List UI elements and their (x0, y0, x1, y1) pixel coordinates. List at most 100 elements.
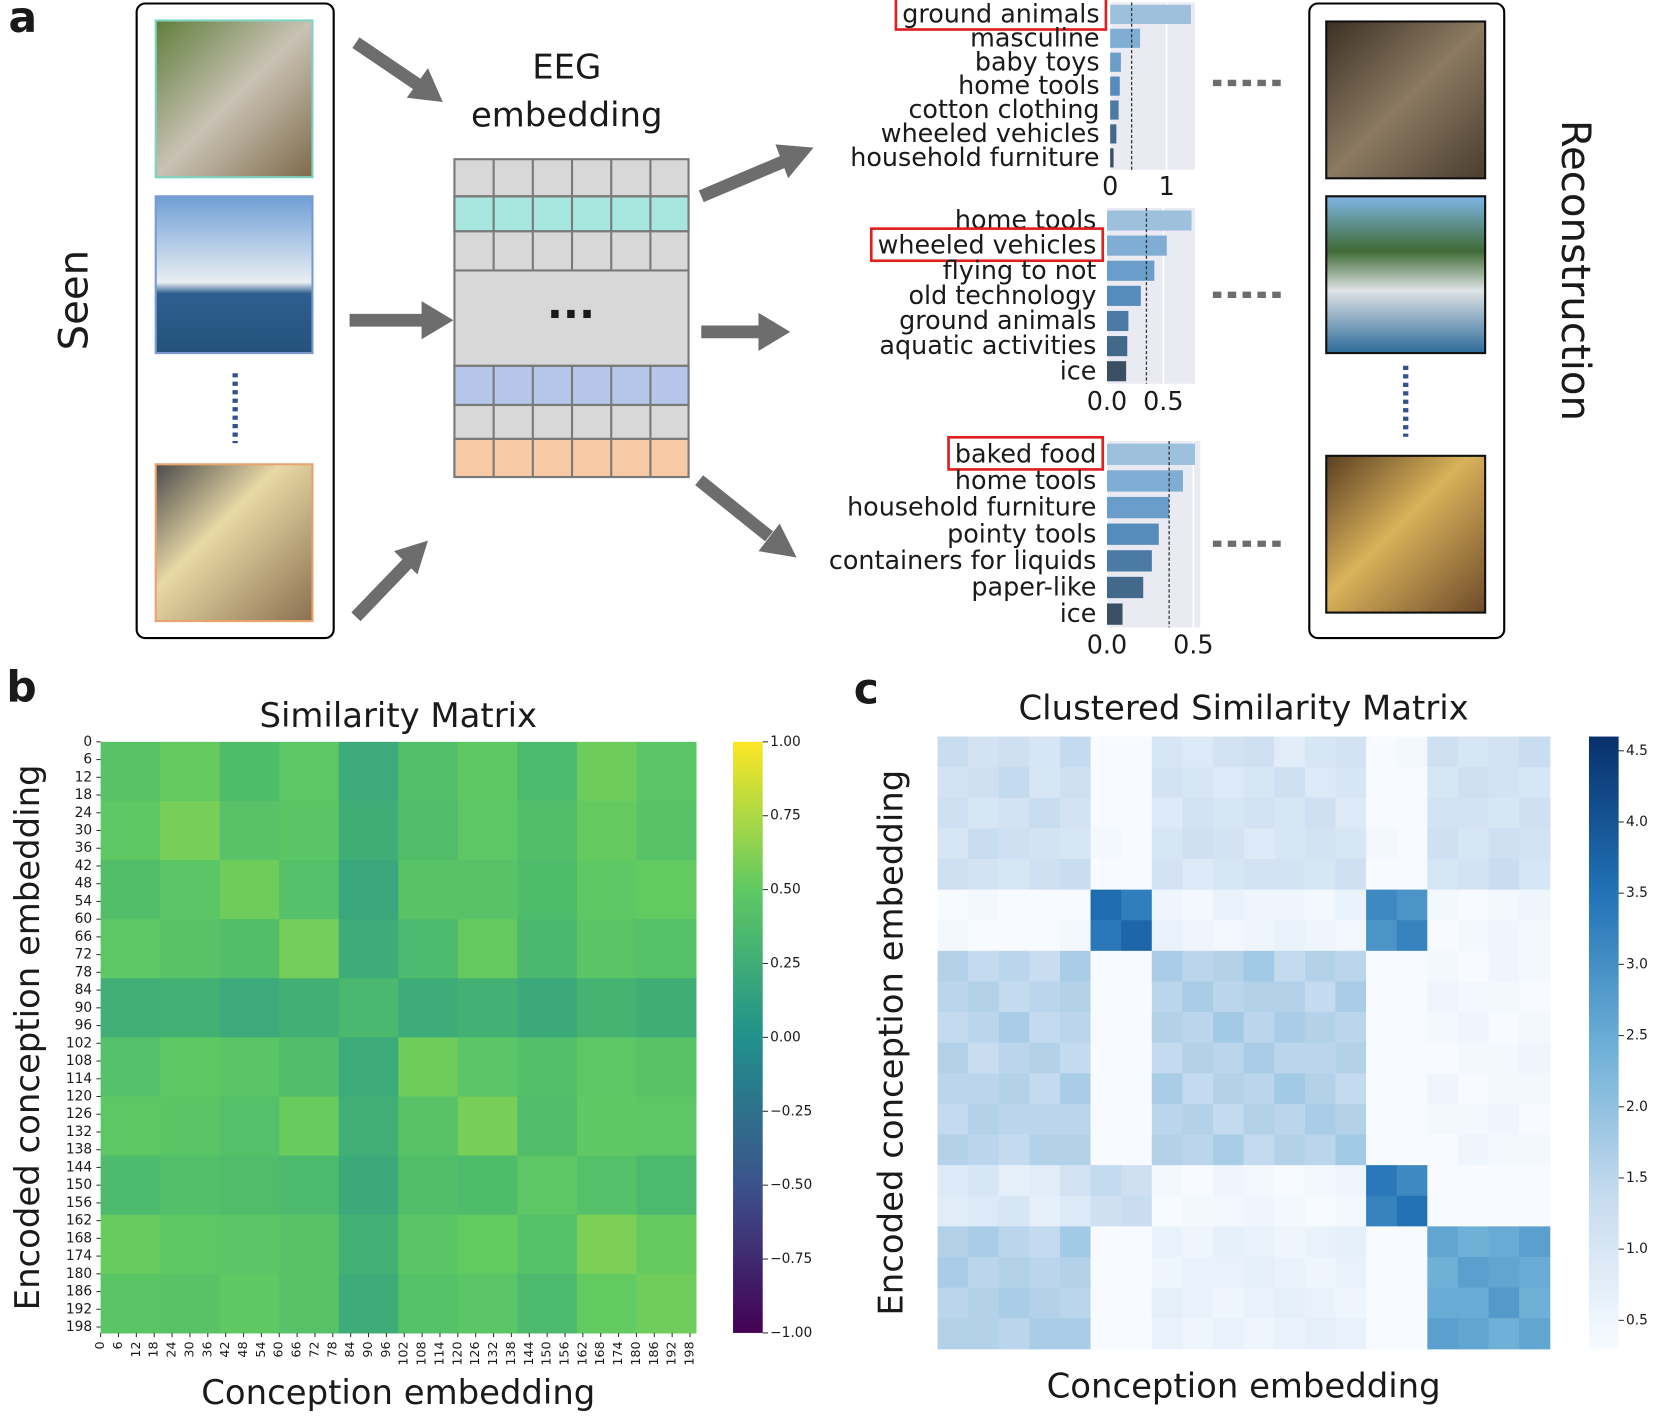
category-label: household furniture (850, 142, 1099, 172)
heatmap-cell (1366, 1134, 1398, 1166)
heatmap-cell (457, 860, 518, 920)
y-tick-label: 48 (75, 876, 93, 892)
heatmap-cell (1029, 1165, 1061, 1197)
heatmap-cell (100, 1214, 161, 1275)
heatmap-cell (1427, 1256, 1459, 1289)
heatmap-cell (1396, 1073, 1428, 1105)
heatmap-cell (1243, 1287, 1275, 1319)
heatmap-cell (1427, 981, 1459, 1013)
heatmap-cell (457, 1273, 518, 1334)
colorbar-tick-label: 1.5 (1626, 1170, 1648, 1186)
heatmap-cell (279, 1214, 340, 1275)
heatmap-cell (1243, 1103, 1275, 1136)
heatmap-cell (968, 1103, 1000, 1136)
plot-background (1110, 2, 1195, 170)
heatmap-cell (1243, 1165, 1275, 1197)
heatmap-cell (1059, 1226, 1092, 1258)
heatmap-cell (1427, 950, 1459, 982)
heatmap-cell (1121, 1134, 1153, 1166)
heatmap-cell (1182, 950, 1214, 982)
y-tick-label: 162 (66, 1213, 92, 1229)
heatmap-cell (998, 1073, 1030, 1105)
dotted-connectors (1212, 79, 1288, 547)
heatmap-cell (1151, 1073, 1183, 1105)
heatmap-cell (1151, 889, 1183, 921)
heatmap-cell (1121, 1256, 1153, 1289)
heatmap-cell (1396, 858, 1428, 891)
heatmap-cell (338, 919, 399, 979)
heatmap-cell (968, 1134, 1000, 1166)
heatmap-cell (1335, 1226, 1367, 1258)
heatmap-cell (279, 741, 340, 802)
heatmap-cell (1182, 736, 1214, 768)
heatmap-cell (937, 1287, 969, 1319)
heatmap-cell (998, 797, 1030, 829)
heatmap-cell (1151, 1287, 1183, 1319)
heatmap-cell (937, 889, 969, 921)
heatmap-cell (517, 860, 578, 920)
heatmap-cell (100, 1096, 161, 1157)
heatmap-cell (1243, 1042, 1275, 1074)
heatmap-cell (1059, 889, 1092, 921)
heatmap-cell (517, 919, 578, 979)
heatmap-cell (1488, 736, 1520, 768)
heatmap-cell (1335, 1012, 1367, 1044)
heatmap-cell (1213, 920, 1245, 952)
heatmap-cell (1059, 1165, 1092, 1197)
y-tick-label: 30 (75, 823, 93, 839)
colorbar (733, 741, 763, 1333)
heatmap-cell (1029, 797, 1061, 829)
heatmap-cell (998, 950, 1030, 982)
heatmap-cell (998, 1318, 1030, 1350)
category-label: household furniture (847, 492, 1096, 522)
heatmap-cell (279, 1273, 340, 1334)
y-tick-label: 60 (75, 911, 93, 927)
heatmap-cell (398, 1096, 459, 1157)
heatmap-cell (1396, 828, 1428, 860)
heatmap-cell (1488, 1042, 1520, 1074)
heatmap-cell (1213, 1226, 1245, 1258)
heatmap-cell (1121, 950, 1153, 982)
heatmap-cell (937, 920, 969, 952)
heatmap-cell (1029, 920, 1061, 952)
heatmap-cell (1059, 797, 1092, 829)
heatmap-cell (517, 1037, 578, 1098)
heatmap-cell (1029, 1287, 1061, 1319)
heatmap-cell (1182, 920, 1214, 952)
category-label: home tools (958, 70, 1099, 100)
heatmap-cell (100, 1037, 161, 1098)
x-tick-label: 180 (628, 1341, 643, 1365)
heatmap-cell (160, 741, 221, 802)
heatmap-cell (160, 919, 221, 979)
heatmap-cell (1366, 920, 1398, 952)
bar (1106, 603, 1123, 625)
category-label: masculine (970, 22, 1099, 52)
heatmap-cell (1396, 1226, 1428, 1258)
heatmap-cell (1366, 1103, 1398, 1136)
heatmap-cell (1335, 1287, 1367, 1319)
x-tick-label: 198 (682, 1341, 697, 1365)
heatmap-cell (576, 1214, 637, 1275)
heatmap-cell (1213, 767, 1245, 799)
x-tick-label: 78 (324, 1341, 339, 1357)
heatmap-cell (1059, 1195, 1092, 1227)
heatmap-cell (1090, 828, 1122, 860)
x-axis-label: Conception embedding (1047, 1367, 1441, 1406)
heatmap-cell (1335, 767, 1367, 799)
heatmap-cell (1519, 889, 1551, 921)
heatmap-cell (937, 1073, 969, 1105)
category-label: containers for liquids (829, 545, 1096, 575)
heatmap-cell (1457, 767, 1490, 799)
heatmap-cell (517, 1214, 578, 1275)
heatmap-cell (968, 1042, 1000, 1074)
bar (1106, 496, 1170, 519)
heatmap-cell (1090, 889, 1122, 921)
x-tick-label: 120 (449, 1341, 464, 1365)
heatmap-cell (517, 741, 578, 802)
x-tick-label: 36 (199, 1341, 214, 1357)
x-tick-label: 186 (646, 1341, 661, 1365)
heatmap-cell (998, 767, 1030, 799)
heatmap-cell (1090, 1042, 1122, 1074)
